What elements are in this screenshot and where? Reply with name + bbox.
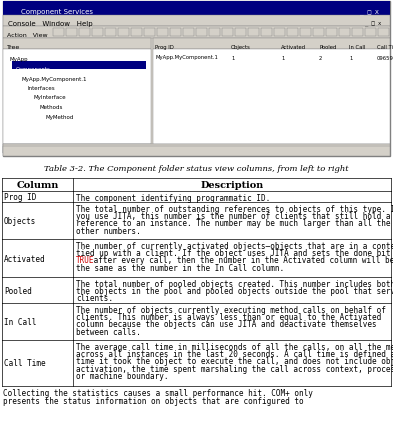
Bar — [153, 50, 390, 145]
Text: you use JITA, this number is the number of clients that still hold a: you use JITA, this number is the number … — [76, 212, 391, 221]
Bar — [157, 29, 168, 37]
Bar — [287, 29, 298, 37]
Text: 1: 1 — [349, 55, 353, 60]
Text: time it took the object to execute the call, and does not include object: time it took the object to execute the c… — [76, 357, 393, 366]
Bar — [300, 29, 311, 37]
Text: after every call, then the number in the Activated column will be: after every call, then the number in the… — [89, 256, 393, 265]
Text: Console   Window   Help: Console Window Help — [8, 21, 93, 27]
Text: MyApp: MyApp — [10, 57, 29, 62]
Text: the same as the number in the In Call column.: the same as the number in the In Call co… — [76, 263, 284, 272]
Bar — [3, 145, 390, 154]
Bar — [378, 29, 389, 37]
Bar — [222, 29, 233, 37]
Text: other numbers.: other numbers. — [76, 226, 141, 235]
Bar — [196, 29, 207, 37]
Text: Objects: Objects — [231, 44, 251, 49]
Bar — [105, 29, 116, 37]
Bar — [153, 39, 390, 50]
Text: Column: Column — [17, 180, 59, 190]
Text: Methods: Methods — [40, 105, 63, 110]
Bar — [248, 29, 259, 37]
Text: clients.: clients. — [76, 294, 113, 303]
Text: In Call: In Call — [349, 44, 365, 49]
Text: across all instances in the last 20 seconds. A call time is defined as the: across all instances in the last 20 seco… — [76, 350, 393, 358]
Text: The average call time in milliseconds of all the calls, on all the methods,: The average call time in milliseconds of… — [76, 342, 393, 351]
Text: Pooled: Pooled — [4, 286, 32, 295]
Text: Activated: Activated — [281, 44, 306, 49]
Bar — [144, 29, 155, 37]
Text: _ □ x: _ □ x — [365, 21, 381, 27]
Text: Tree: Tree — [7, 44, 20, 49]
Text: The component identifying programmatic ID.: The component identifying programmatic I… — [76, 194, 270, 202]
Text: Table 3-2. The Component folder status view columns, from left to right: Table 3-2. The Component folder status v… — [44, 165, 349, 173]
Text: Action   View: Action View — [7, 32, 48, 37]
Bar — [3, 16, 390, 27]
Bar — [3, 2, 390, 157]
Bar — [3, 50, 151, 145]
Text: TRUE: TRUE — [76, 256, 94, 265]
Bar — [365, 29, 376, 37]
Text: The number of currently activated objects—objects that are in a context: The number of currently activated object… — [76, 241, 393, 251]
Text: tied up with a client. If the object uses JITA and sets the done bit to: tied up with a client. If the object use… — [76, 249, 393, 258]
Text: Objects: Objects — [4, 216, 37, 226]
Text: Component Services: Component Services — [21, 9, 93, 15]
Bar — [66, 29, 77, 37]
Bar — [339, 29, 350, 37]
Bar — [209, 29, 220, 37]
Text: 1: 1 — [231, 55, 234, 60]
Bar — [3, 147, 390, 157]
Text: presents the status information on objects that are configured to: presents the status information on objec… — [3, 396, 304, 405]
Text: MyInterface: MyInterface — [34, 95, 67, 100]
Text: Description: Description — [200, 180, 264, 190]
Bar — [118, 29, 129, 37]
Text: Prog ID: Prog ID — [155, 44, 174, 49]
Bar — [235, 29, 246, 37]
Bar — [3, 145, 151, 154]
Text: The total number of pooled objects created. This number includes both: The total number of pooled objects creat… — [76, 279, 393, 288]
Text: Pooled: Pooled — [319, 44, 336, 49]
Text: reference to an instance. The number may be much larger than all the: reference to an instance. The number may… — [76, 219, 391, 228]
Bar — [3, 27, 390, 39]
Bar — [53, 29, 64, 37]
Bar — [12, 61, 146, 70]
Text: 09659: 09659 — [377, 55, 393, 60]
Text: MyMethod: MyMethod — [46, 114, 74, 119]
Bar — [170, 29, 181, 37]
Text: clients. This number is always less than or equal to the Activated: clients. This number is always less than… — [76, 312, 381, 321]
Text: or machine boundary.: or machine boundary. — [76, 371, 169, 380]
Text: Components: Components — [16, 67, 51, 72]
Text: MyApp.MyComponent.1: MyApp.MyComponent.1 — [155, 55, 218, 60]
Text: Prog ID: Prog ID — [4, 193, 37, 201]
Bar — [183, 29, 194, 37]
Text: Interfaces: Interfaces — [28, 86, 56, 91]
Text: Collecting the statistics causes a small performance hit. COM+ only: Collecting the statistics causes a small… — [3, 389, 313, 398]
Text: Activated: Activated — [4, 254, 46, 263]
Bar — [352, 29, 363, 37]
Text: between calls.: between calls. — [76, 327, 141, 336]
Text: MyApp.MyComponent.1: MyApp.MyComponent.1 — [22, 76, 88, 81]
Bar — [326, 29, 337, 37]
Text: column because the objects can use JITA and deactivate themselves: column because the objects can use JITA … — [76, 320, 376, 328]
Text: The number of objects currently executing method calls on behalf of: The number of objects currently executin… — [76, 305, 386, 314]
Bar — [261, 29, 272, 37]
Bar — [131, 29, 142, 37]
Bar — [92, 29, 103, 37]
Bar — [3, 39, 151, 50]
Text: 2: 2 — [319, 55, 322, 60]
Text: The total number of outstanding references to objects of this type. If: The total number of outstanding referenc… — [76, 205, 393, 213]
Text: In Call: In Call — [4, 317, 37, 326]
Text: 1: 1 — [281, 55, 285, 60]
Text: the objects in the pool and pooled objects outside the pool that services: the objects in the pool and pooled objec… — [76, 286, 393, 296]
Bar — [79, 29, 90, 37]
Text: Call Time (ms): Call Time (ms) — [377, 44, 393, 49]
Bar — [274, 29, 285, 37]
Bar — [3, 2, 390, 16]
Text: Call Time: Call Time — [4, 359, 46, 367]
Text: _ □ X: _ □ X — [360, 9, 379, 15]
Bar — [313, 29, 324, 37]
Text: activation, the time spent marshaling the call across context, process,: activation, the time spent marshaling th… — [76, 364, 393, 373]
